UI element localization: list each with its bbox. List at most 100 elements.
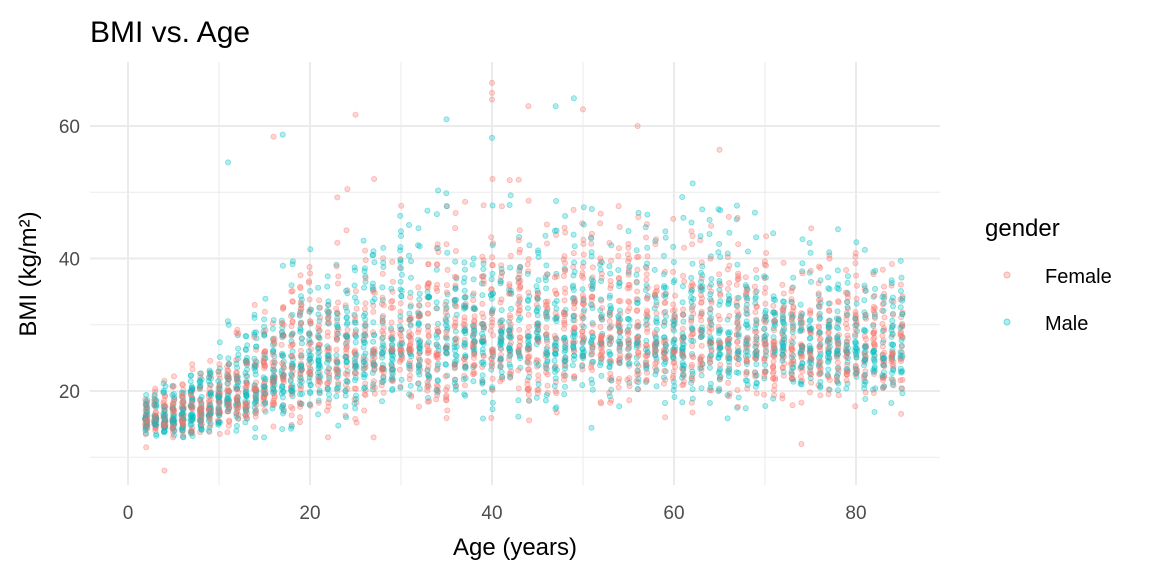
data-point-female — [443, 282, 450, 289]
data-point-male — [142, 422, 149, 429]
data-point-female — [152, 417, 159, 424]
data-point-female — [216, 418, 223, 425]
data-point-male — [807, 334, 814, 341]
data-point-female — [251, 301, 258, 308]
data-point-female — [269, 374, 276, 381]
legend-label-male: Male — [1045, 313, 1088, 335]
data-point-female — [180, 403, 187, 410]
data-point-male — [288, 282, 295, 289]
data-point-male — [742, 282, 749, 289]
data-point-male — [207, 369, 214, 376]
data-point-female — [260, 393, 267, 400]
data-point-male — [279, 352, 286, 359]
data-point-female — [635, 253, 642, 260]
x-tick-label: 40 — [481, 503, 502, 524]
data-point-male — [616, 403, 623, 410]
data-point-male — [688, 298, 695, 305]
data-point-female — [179, 399, 186, 406]
data-point-male — [151, 396, 158, 403]
data-point-female — [335, 379, 342, 386]
data-point-female — [735, 361, 742, 368]
data-point-female — [543, 324, 550, 331]
data-point-male — [261, 383, 268, 390]
data-point-female — [197, 429, 204, 436]
data-point-male — [170, 401, 177, 408]
data-point-female — [335, 273, 342, 280]
data-point-female — [443, 343, 450, 350]
data-point-female — [324, 407, 331, 414]
data-point-female — [379, 294, 386, 301]
data-point-female — [526, 345, 533, 352]
data-point-male — [716, 240, 723, 247]
data-point-female — [443, 241, 450, 248]
data-point-female — [152, 427, 159, 434]
data-point-male — [234, 364, 241, 371]
data-point-female — [643, 276, 650, 283]
data-point-female — [452, 319, 459, 326]
data-point-female — [279, 320, 286, 327]
data-point-male — [753, 274, 760, 281]
data-point-female — [142, 424, 149, 431]
data-point-female — [433, 285, 440, 292]
data-point-female — [252, 362, 259, 369]
data-point-male — [234, 383, 241, 390]
data-point-male — [178, 389, 185, 396]
data-point-female — [152, 412, 159, 419]
data-point-female — [770, 363, 777, 370]
data-point-male — [835, 380, 842, 387]
data-point-male — [451, 380, 458, 387]
data-point-female — [516, 227, 523, 234]
data-point-female — [324, 434, 331, 441]
data-point-male — [142, 401, 149, 408]
data-point-male — [606, 294, 613, 301]
data-point-female — [644, 328, 651, 335]
data-point-male — [626, 263, 633, 270]
data-point-male — [405, 221, 412, 228]
data-point-male — [425, 293, 432, 300]
data-point-female — [479, 335, 486, 342]
data-point-female — [225, 361, 232, 368]
data-point-male — [252, 394, 259, 401]
data-point-male — [444, 249, 451, 256]
data-point-female — [243, 401, 250, 408]
data-point-female — [334, 280, 341, 287]
data-point-male — [315, 411, 322, 418]
data-point-female — [160, 406, 167, 413]
y-tick-label: 60 — [59, 117, 80, 138]
data-point-male — [234, 355, 241, 362]
y-tick-label: 40 — [59, 250, 80, 271]
data-point-male — [751, 209, 758, 216]
data-point-male — [188, 388, 195, 395]
data-point-male — [844, 311, 851, 318]
data-point-female — [424, 322, 431, 329]
data-point-female — [452, 209, 459, 216]
data-point-female — [152, 388, 159, 395]
data-point-female — [316, 334, 323, 341]
data-point-female — [453, 303, 460, 310]
data-point-male — [534, 319, 541, 326]
data-point-male — [424, 207, 431, 214]
data-point-female — [178, 404, 185, 411]
data-point-male — [215, 421, 222, 428]
data-point-male — [679, 399, 686, 406]
data-point-female — [479, 253, 486, 260]
data-point-female — [215, 368, 222, 375]
data-point-male — [180, 416, 187, 423]
data-point-male — [670, 321, 677, 328]
data-point-male — [215, 377, 222, 384]
data-point-male — [270, 372, 277, 379]
data-point-female — [152, 409, 159, 416]
data-point-female — [142, 413, 149, 420]
data-point-female — [615, 378, 622, 385]
data-point-male — [615, 323, 622, 330]
data-point-male — [489, 399, 496, 406]
data-point-female — [143, 415, 150, 422]
data-point-male — [151, 418, 158, 425]
data-point-female — [752, 309, 759, 316]
data-point-male — [178, 425, 185, 432]
data-point-female — [197, 418, 204, 425]
data-point-female — [152, 425, 159, 432]
data-point-female — [270, 362, 277, 369]
data-point-female — [852, 331, 859, 338]
data-point-male — [144, 405, 151, 412]
